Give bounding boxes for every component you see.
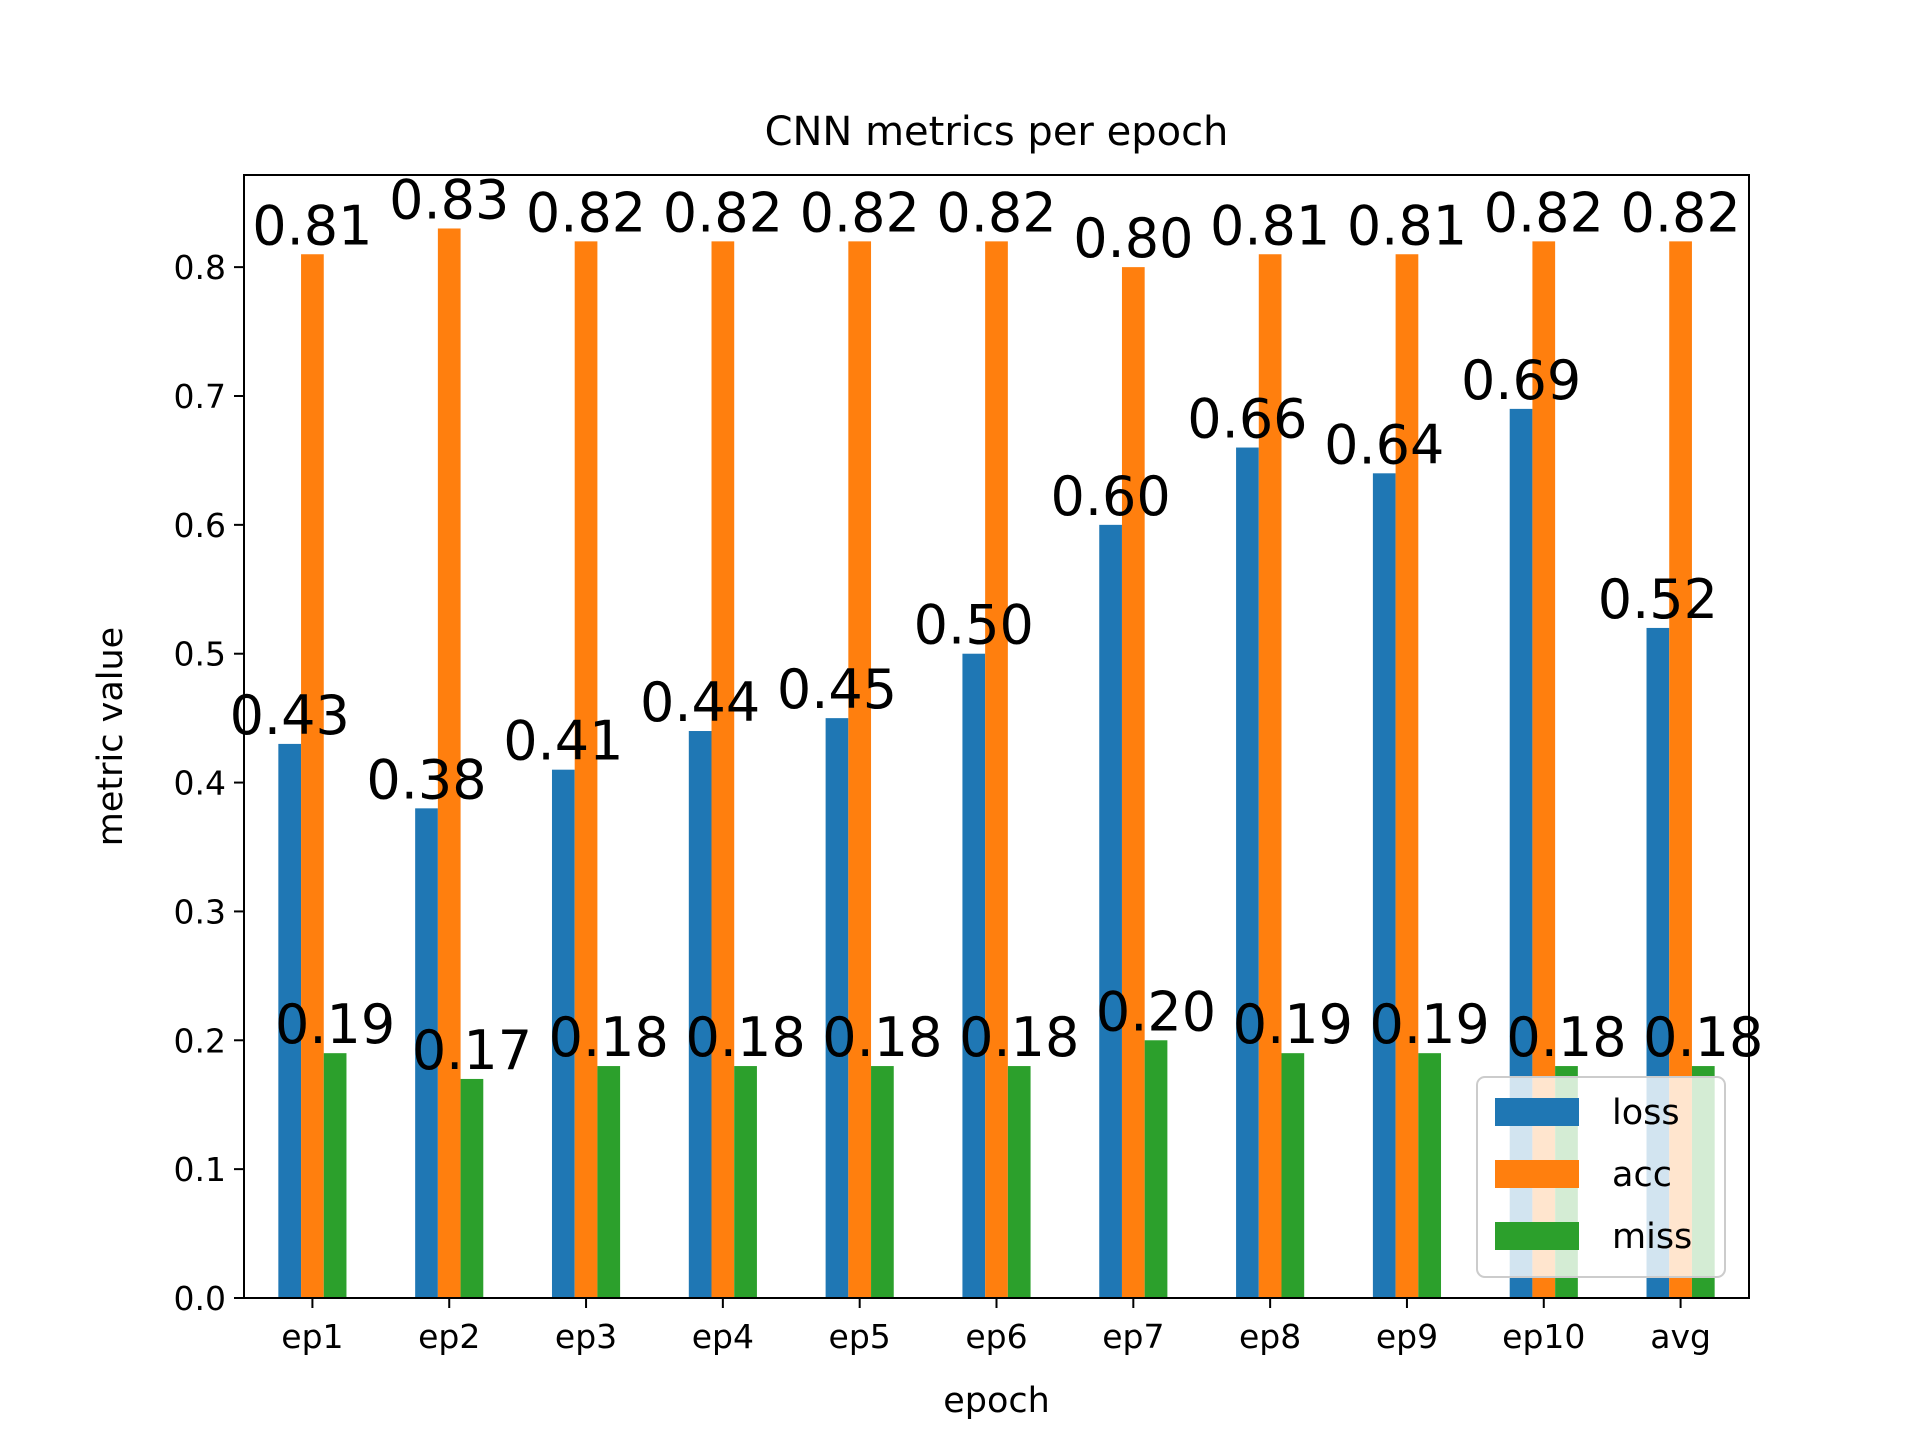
chart-title: CNN metrics per epoch xyxy=(765,109,1229,155)
y-tick-label: 0.3 xyxy=(174,892,226,931)
bar-loss-ep4 xyxy=(688,731,712,1298)
legend-label-acc: acc xyxy=(1612,1155,1672,1195)
value-label-loss-ep4: 0.44 xyxy=(640,671,760,734)
x-tick-label-avg: avg xyxy=(1650,1317,1711,1356)
value-label-loss-ep10: 0.69 xyxy=(1461,349,1581,412)
bar-miss-ep4 xyxy=(734,1066,757,1298)
bar-acc-ep6 xyxy=(985,241,1008,1299)
y-axis: 0.0 0.1 0.2 0.3 0.4 0.5 0.6 0.7 0.8 xyxy=(174,248,244,1318)
y-tick-label: 0.7 xyxy=(174,377,226,416)
value-label-miss-ep9: 0.19 xyxy=(1370,993,1490,1056)
value-label-miss-ep2: 0.17 xyxy=(412,1019,532,1082)
bar-acc-ep4 xyxy=(711,241,735,1299)
x-tick-label-ep1: ep1 xyxy=(281,1317,343,1356)
bar-miss-ep6 xyxy=(1007,1066,1031,1298)
bar-miss-ep9 xyxy=(1418,1053,1442,1298)
value-label-loss-ep2: 0.38 xyxy=(366,748,486,811)
bar-acc-ep2 xyxy=(437,228,461,1299)
value-label-acc-ep5: 0.82 xyxy=(800,181,920,244)
value-label-acc-ep4: 0.82 xyxy=(663,181,783,244)
x-tick-label-ep10: ep10 xyxy=(1502,1317,1585,1356)
value-label-loss-ep5: 0.45 xyxy=(777,658,897,721)
value-label-acc-ep1: 0.81 xyxy=(252,194,372,257)
value-label-acc-ep9: 0.81 xyxy=(1347,194,1467,257)
bar-loss-ep5 xyxy=(825,718,849,1298)
legend: loss acc miss xyxy=(1476,1076,1726,1278)
bar-acc-ep8 xyxy=(1258,254,1282,1298)
value-label-acc-ep2: 0.83 xyxy=(389,168,509,231)
y-tick-label: 0.0 xyxy=(174,1279,226,1318)
y-tick-label: 0.8 xyxy=(174,248,226,287)
value-label-acc-ep6: 0.82 xyxy=(936,181,1056,244)
value-label-miss-ep3: 0.18 xyxy=(549,1006,669,1069)
legend-swatch-acc xyxy=(1495,1160,1579,1188)
x-tick-label-ep9: ep9 xyxy=(1376,1317,1438,1356)
value-label-acc-ep10: 0.82 xyxy=(1484,181,1604,244)
y-tick-label: 0.1 xyxy=(174,1150,226,1189)
value-label-miss-ep10: 0.18 xyxy=(1506,1006,1626,1069)
y-axis-label: metric value xyxy=(91,627,131,846)
x-axis-label: epoch xyxy=(943,1381,1050,1421)
legend-label-miss: miss xyxy=(1612,1217,1692,1257)
y-tick-label: 0.4 xyxy=(174,764,226,803)
bar-miss-ep7 xyxy=(1144,1040,1168,1298)
value-label-acc-ep8: 0.81 xyxy=(1210,194,1330,257)
bar-loss-ep8 xyxy=(1236,447,1259,1298)
value-label-miss-ep5: 0.18 xyxy=(822,1006,942,1069)
x-tick-label-ep8: ep8 xyxy=(1239,1317,1301,1356)
y-tick-label: 0.2 xyxy=(174,1021,226,1060)
value-label-miss-ep7: 0.20 xyxy=(1096,980,1216,1043)
value-labels-layer: 0.43 0.81 0.19 0.38 0.83 0.17 0.41 0.82 0.18 0.44… xyxy=(230,168,1764,1081)
x-tick-label-ep4: ep4 xyxy=(692,1317,754,1356)
value-label-acc-avg: 0.82 xyxy=(1620,181,1740,244)
legend-swatch-miss xyxy=(1495,1222,1579,1250)
bar-acc-ep7 xyxy=(1121,267,1145,1298)
value-label-loss-ep6: 0.50 xyxy=(914,594,1034,657)
bar-miss-ep5 xyxy=(871,1066,894,1298)
value-label-acc-ep3: 0.82 xyxy=(526,181,646,244)
value-label-loss-ep7: 0.60 xyxy=(1050,465,1170,528)
x-axis: ep1 ep2 ep3 ep4 ep5 ep6 ep7 ep8 ep9 ep10 avg xyxy=(281,1298,1711,1356)
bar-miss-ep2 xyxy=(460,1078,484,1298)
x-tick-label-ep6: ep6 xyxy=(965,1317,1027,1356)
bar-acc-ep5 xyxy=(848,241,872,1299)
bar-acc-avg xyxy=(1669,241,1692,1299)
value-label-miss-ep1: 0.19 xyxy=(275,993,395,1056)
bar-acc-ep10 xyxy=(1532,241,1556,1299)
bar-miss-ep8 xyxy=(1281,1053,1305,1298)
bar-loss-ep2 xyxy=(415,808,438,1298)
bar-acc-ep1 xyxy=(301,254,324,1298)
bar-miss-ep3 xyxy=(597,1066,621,1298)
value-label-acc-ep7: 0.80 xyxy=(1073,207,1193,270)
x-tick-label-ep3: ep3 xyxy=(555,1317,617,1356)
bar-loss-ep10 xyxy=(1509,408,1533,1298)
value-label-loss-avg: 0.52 xyxy=(1598,568,1718,631)
value-label-loss-ep9: 0.64 xyxy=(1324,413,1444,476)
bar-miss-ep1 xyxy=(323,1053,347,1298)
x-tick-label-ep2: ep2 xyxy=(418,1317,480,1356)
y-tick-label: 0.6 xyxy=(174,506,226,545)
x-tick-label-ep7: ep7 xyxy=(1102,1317,1164,1356)
legend-label-loss: loss xyxy=(1612,1093,1680,1133)
bars-layer xyxy=(278,228,1715,1299)
value-label-loss-ep3: 0.41 xyxy=(503,710,623,773)
y-tick-label: 0.5 xyxy=(174,635,226,674)
value-label-loss-ep8: 0.66 xyxy=(1187,388,1307,451)
value-label-miss-ep8: 0.19 xyxy=(1233,993,1353,1056)
value-label-miss-ep6: 0.18 xyxy=(959,1006,1079,1069)
bar-acc-ep3 xyxy=(574,241,598,1299)
bar-loss-ep7 xyxy=(1099,524,1122,1298)
bar-loss-ep1 xyxy=(278,743,302,1298)
bar-acc-ep9 xyxy=(1395,254,1419,1298)
bar-loss-ep6 xyxy=(962,653,986,1298)
bar-loss-ep9 xyxy=(1372,473,1396,1298)
bar-loss-ep3 xyxy=(551,769,575,1298)
legend-swatch-loss xyxy=(1495,1098,1579,1126)
x-tick-label-ep5: ep5 xyxy=(829,1317,891,1356)
value-label-miss-avg: 0.18 xyxy=(1643,1006,1763,1069)
value-label-loss-ep1: 0.43 xyxy=(230,684,350,747)
value-label-miss-ep4: 0.18 xyxy=(685,1006,805,1069)
